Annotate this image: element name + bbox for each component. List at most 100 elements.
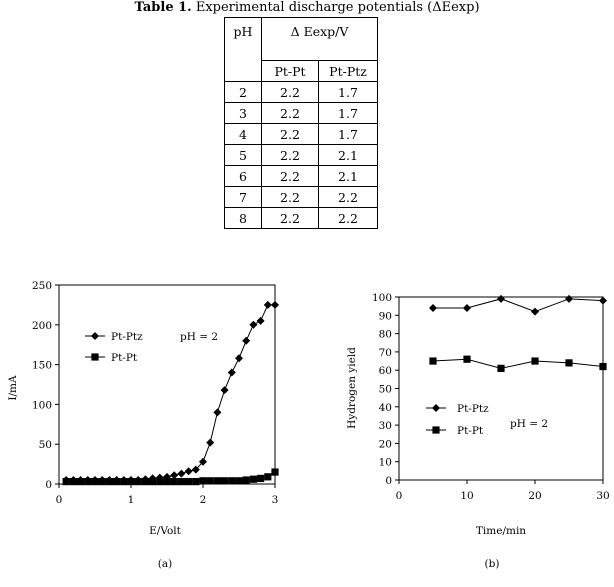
y-tick-label: 60 xyxy=(379,365,392,377)
y-tick-label: 90 xyxy=(379,310,392,322)
data-point xyxy=(192,478,200,486)
x-tick-label: 30 xyxy=(596,490,609,502)
y-tick-label: 0 xyxy=(385,475,392,487)
table-cell: 2.2 xyxy=(261,165,319,187)
table-subheader-row: Pt-Pt Pt-Ptz xyxy=(225,60,378,82)
table-cell: 2.2 xyxy=(318,186,378,208)
data-point xyxy=(531,357,539,365)
y-tick-label: 50 xyxy=(379,384,392,396)
data-point xyxy=(497,364,505,372)
data-point xyxy=(91,478,99,486)
chart-panel-b: 0 10 20 30 40 50 60 70 80 90 100 0 10 20 30 Time/min Hyd… xyxy=(346,292,610,570)
y-tick-label: 20 xyxy=(379,438,392,450)
data-point xyxy=(228,477,236,485)
data-point xyxy=(62,478,70,486)
y-tick-label: 100 xyxy=(372,292,392,304)
plot-frame xyxy=(58,284,276,485)
data-point xyxy=(235,354,243,363)
data-point xyxy=(206,438,215,447)
series-line-pt-ptz xyxy=(433,298,604,313)
data-point xyxy=(77,478,85,486)
y-tick-label: 0 xyxy=(45,479,52,491)
y-tick-label: 50 xyxy=(39,439,52,451)
table-row: 7 2.2 2.2 xyxy=(224,186,378,208)
x-tick-label: 0 xyxy=(396,490,403,502)
legend-label: Pt-Pt xyxy=(457,425,484,437)
legend-marker xyxy=(432,426,440,434)
data-point xyxy=(599,362,607,371)
data-point xyxy=(257,474,265,483)
header-ph: pH xyxy=(224,17,262,82)
data-point xyxy=(256,316,265,325)
data-point xyxy=(199,457,207,466)
data-point xyxy=(599,296,607,305)
data-point xyxy=(84,478,92,486)
table-row: 4 2.2 1.7 xyxy=(224,123,378,145)
chart-panel-a: 0 50 100 150 200 250 0 1 2 3 E/Volt I/mA (a) Pt-Ptz Pt… xyxy=(7,280,279,570)
data-point xyxy=(156,478,164,486)
data-point xyxy=(170,471,179,480)
table-row: 8 2.2 2.2 xyxy=(224,207,378,229)
table-caption: Table 1. Experimental discharge potentia… xyxy=(0,0,614,15)
x-tick-label: 1 xyxy=(128,494,135,506)
data-point xyxy=(463,303,471,312)
data-point xyxy=(177,469,186,478)
data-point xyxy=(134,478,142,486)
plot-frame xyxy=(398,296,604,481)
y-tick-label: 40 xyxy=(379,402,392,414)
y-tick-label: 100 xyxy=(32,399,52,411)
data-point xyxy=(221,477,229,485)
x-tick-label: 10 xyxy=(460,490,473,502)
data-point xyxy=(141,478,149,486)
data-point xyxy=(206,477,214,485)
table-caption-text: Experimental discharge potentials (ΔEexp… xyxy=(195,0,480,15)
y-axis-label: Hydrogen yield xyxy=(346,347,358,429)
series-line-pt-ptz xyxy=(66,304,275,481)
table-caption-label: Table 1. xyxy=(134,0,192,15)
data-point xyxy=(263,300,272,309)
y-axis-label: I/mA xyxy=(7,375,19,401)
data-point xyxy=(242,476,250,484)
data-point xyxy=(531,307,539,316)
data-point xyxy=(429,303,437,312)
data-point xyxy=(170,478,178,486)
legend-marker xyxy=(91,332,99,340)
data-point xyxy=(184,467,193,476)
data-point xyxy=(271,468,279,476)
legend-label: Pt-Pt xyxy=(111,352,138,364)
y-tick-label: 70 xyxy=(379,347,392,359)
data-point xyxy=(163,478,171,486)
ph-annotation: pH = 2 xyxy=(510,418,548,430)
panel-label: (b) xyxy=(485,558,500,570)
legend-marker xyxy=(432,404,440,412)
y-tick-label: 150 xyxy=(32,360,52,372)
data-point xyxy=(213,408,222,417)
data-point xyxy=(227,368,236,377)
y-tick-label: 10 xyxy=(379,457,392,469)
data-point xyxy=(497,294,505,303)
y-tick-label: 250 xyxy=(32,280,52,292)
y-tick-label: 200 xyxy=(32,320,52,332)
data-point xyxy=(105,478,113,486)
data-point xyxy=(565,359,573,367)
data-point xyxy=(177,478,185,486)
data-point xyxy=(249,475,257,483)
data-point xyxy=(120,478,128,486)
data-point xyxy=(185,478,193,486)
data-point xyxy=(220,386,229,395)
table-cell: 1.7 xyxy=(318,102,378,124)
data-point xyxy=(127,478,135,486)
discharge-potentials-table: pH Δ Eexp/V Pt-Pt Pt-Ptz 2 2.2 1.7 3 2.2 1.7… xyxy=(224,17,378,229)
table-row: 3 2.2 1.7 xyxy=(224,102,378,124)
data-point xyxy=(113,478,121,486)
y-tick-label: 80 xyxy=(379,329,392,341)
data-point xyxy=(463,355,471,363)
data-point xyxy=(264,473,272,481)
header-pt-ptz: Pt-Ptz xyxy=(318,60,378,82)
y-tick-label: 30 xyxy=(379,420,392,432)
data-point xyxy=(565,294,573,303)
data-point xyxy=(213,477,221,485)
data-point xyxy=(235,477,243,485)
x-axis-label: E/Volt xyxy=(149,525,182,537)
